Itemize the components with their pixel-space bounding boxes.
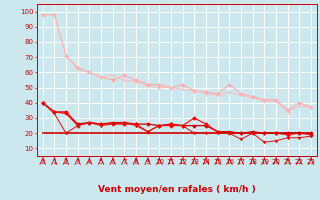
X-axis label: Vent moyen/en rafales ( km/h ): Vent moyen/en rafales ( km/h ): [98, 185, 256, 194]
